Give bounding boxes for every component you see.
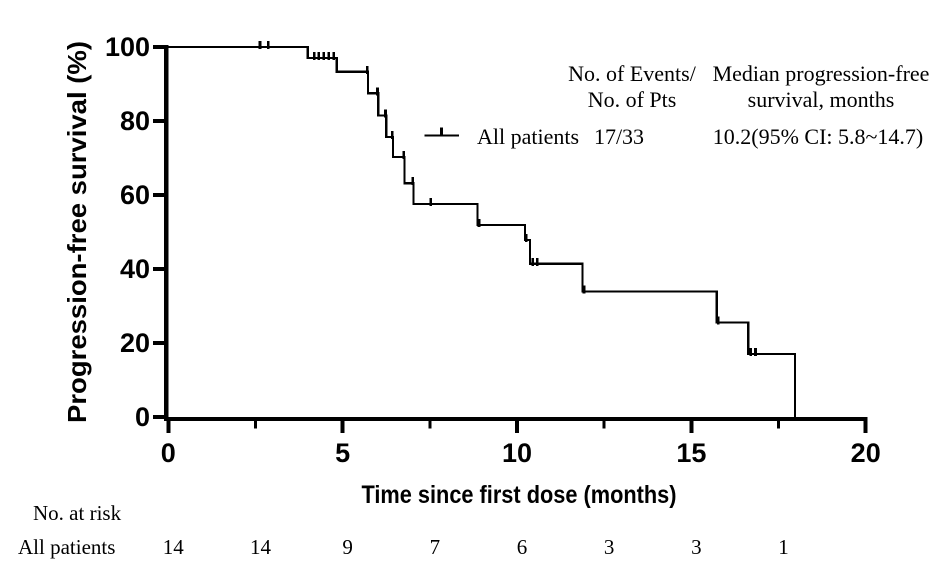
median-header-line: Median progression-free xyxy=(713,61,930,86)
x-tick-label: 15 xyxy=(676,438,706,468)
x-tick-label: 0 xyxy=(161,438,176,468)
x-tick-label: 5 xyxy=(335,438,350,468)
risk-row-label: All patients xyxy=(18,535,115,559)
risk-value: 14 xyxy=(163,535,185,559)
y-tick-label: 0 xyxy=(135,402,150,432)
risk-value: 6 xyxy=(517,535,528,559)
risk-value: 7 xyxy=(430,535,441,559)
risk-value: 3 xyxy=(604,535,615,559)
y-tick-label: 20 xyxy=(120,328,150,358)
legend-events-value: 17/33 xyxy=(594,124,644,149)
events-header-line: No. of Pts xyxy=(588,87,677,112)
median-header-line: survival, months xyxy=(748,87,895,112)
legend-median-value: 10.2(95% CI: 5.8~14.7) xyxy=(713,124,924,149)
x-tick-label: 20 xyxy=(851,438,881,468)
risk-value: 14 xyxy=(250,535,272,559)
events-header-line: No. of Events/ xyxy=(568,61,697,86)
x-axis-title: Time since first dose (months) xyxy=(362,481,677,509)
risk-value: 1 xyxy=(778,535,789,559)
km-step-curve xyxy=(168,45,796,417)
x-tick-label: 10 xyxy=(502,438,532,468)
y-tick-label: 40 xyxy=(120,254,150,284)
y-axis-title: Progression-free survival (%) xyxy=(62,41,92,423)
legend-series-label: All patients xyxy=(477,124,579,149)
risk-table-title: No. at risk xyxy=(33,501,122,525)
y-tick-label: 100 xyxy=(105,32,150,62)
y-tick-label: 80 xyxy=(120,106,150,136)
y-tick-label: 60 xyxy=(120,180,150,210)
risk-value: 9 xyxy=(342,535,353,559)
risk-value: 3 xyxy=(691,535,702,559)
